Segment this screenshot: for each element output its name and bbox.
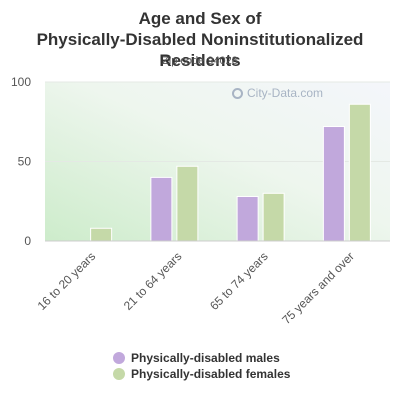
watermark-text: City-Data.com — [247, 86, 324, 100]
y-tick-label: 0 — [24, 234, 31, 248]
x-tick-label: 75 years and over — [279, 249, 357, 327]
bar-males-2 — [236, 195, 259, 242]
bar-females-3 — [348, 103, 371, 242]
bar-females-0 — [90, 227, 113, 242]
legend-item-females: Physically-disabled females — [113, 366, 290, 382]
legend-swatch-females — [113, 368, 125, 380]
chart-subtitle: Zip code 94028 — [162, 55, 238, 67]
legend-label-females: Physically-disabled females — [131, 367, 291, 381]
legend-item-males: Physically-disabled males — [113, 350, 290, 366]
legend-swatch-males — [113, 352, 125, 364]
x-tick-label: 21 to 64 years — [121, 249, 185, 313]
bar-males-1 — [150, 176, 173, 242]
bar-females-2 — [262, 192, 285, 242]
y-tick-label: 50 — [18, 155, 32, 169]
magnifier-icon — [232, 87, 243, 99]
x-tick-label: 65 to 74 years — [207, 249, 271, 313]
y-tick-label: 100 — [11, 75, 31, 89]
x-tick-label: 16 to 20 years — [35, 249, 99, 313]
bar-males-3 — [322, 126, 345, 242]
legend: Physically-disabled males Physically-dis… — [113, 350, 290, 382]
chart-title: Age and Sex of Physically-Disabled Nonins… — [36, 9, 364, 70]
legend-label-males: Physically-disabled males — [131, 351, 280, 365]
bar-females-1 — [176, 165, 199, 242]
watermark: City-Data.com — [232, 86, 323, 100]
